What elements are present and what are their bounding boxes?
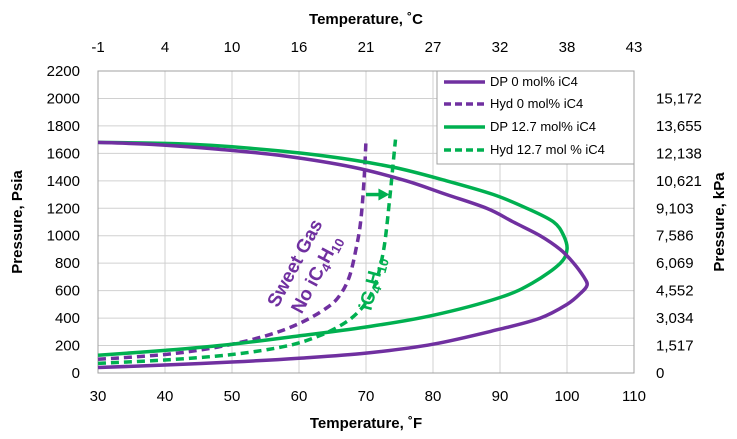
x-tick-label: 60 <box>291 388 308 405</box>
arrow-head <box>378 188 390 201</box>
y-tick-label: 2000 <box>47 90 80 107</box>
series-layer <box>97 139 589 370</box>
ic4h10-label: iC4H10 <box>356 255 392 314</box>
ic4h10-annotation: iC4H10 <box>356 255 392 314</box>
series-line-2 <box>97 140 569 357</box>
x-tick-label: 70 <box>358 388 375 405</box>
series-line-3 <box>97 139 398 366</box>
legend-label-hyd-127: Hyd 12.7 mol % iC4 <box>490 142 605 157</box>
y-tick-label: 200 <box>55 338 80 355</box>
top-tick-label: 43 <box>626 39 643 56</box>
x-tick-label: 50 <box>224 388 241 405</box>
right-tick-label: 9,103 <box>656 200 694 217</box>
y-tick-label: 1600 <box>47 145 80 162</box>
y-tick-label: 1800 <box>47 118 80 135</box>
y-tick-label: 400 <box>55 310 80 327</box>
legend-label-hyd-0: Hyd 0 mol% iC4 <box>490 96 583 111</box>
top-tick-label: 38 <box>559 39 576 56</box>
series-line-0 <box>97 140 589 370</box>
left-tick-labels: 0 200 400 600 800 1000 1200 1400 1600 1800 2000 220… <box>47 63 80 382</box>
bottom-axis-title: Temperature, ˚F <box>310 415 422 432</box>
right-tick-label: 0 <box>656 365 664 382</box>
right-tick-label: 12,138 <box>656 145 702 162</box>
right-tick-label: 3,034 <box>656 310 694 327</box>
top-tick-label: 27 <box>425 39 442 56</box>
right-tick-label: 10,621 <box>656 173 702 190</box>
top-axis-title: Temperature, ˚C <box>309 11 423 28</box>
series-line-1 <box>97 139 368 362</box>
plot-area-border <box>97 70 635 374</box>
x-tick-label: 100 <box>554 388 579 405</box>
legend-label-dp-0: DP 0 mol% iC4 <box>490 74 578 89</box>
top-tick-label: 4 <box>161 39 169 56</box>
right-tick-label: 4,552 <box>656 283 694 300</box>
right-tick-labels: 0 1,517 3,034 4,552 6,069 7,586 9,103 10,621 12,… <box>656 90 702 382</box>
label-part: 10 <box>374 257 392 275</box>
top-tick-labels: -1 4 10 16 21 27 32 38 43 <box>91 39 642 56</box>
right-axis-title: Pressure, kPa <box>711 172 728 272</box>
left-axis-title: Pressure, Psia <box>9 170 26 274</box>
right-tick-label: 15,172 <box>656 90 702 107</box>
top-tick-label: 21 <box>358 39 375 56</box>
right-tick-label: 6,069 <box>656 255 694 272</box>
x-tick-label: 40 <box>157 388 174 405</box>
label-part: 4 <box>368 283 385 295</box>
right-tick-label: 13,655 <box>656 118 702 135</box>
y-tick-label: 2200 <box>47 63 80 80</box>
bottom-tick-labels: 30 40 50 60 70 80 90 100 110 <box>90 388 646 405</box>
top-tick-label: -1 <box>91 39 104 56</box>
top-tick-label: 10 <box>224 39 241 56</box>
legend: DP 0 mol% iC4 Hyd 0 mol% iC4 DP 12.7 mol… <box>436 70 635 165</box>
right-tick-label: 1,517 <box>656 338 694 355</box>
y-tick-label: 1200 <box>47 200 80 217</box>
y-tick-label: 1000 <box>47 228 80 245</box>
x-tick-label: 30 <box>90 388 107 405</box>
y-tick-label: 1400 <box>47 173 80 190</box>
label-part: H <box>362 269 386 288</box>
y-tick-label: 600 <box>55 283 80 300</box>
top-tick-label: 16 <box>291 39 308 56</box>
right-tick-label: 7,586 <box>656 228 694 245</box>
legend-label-dp-127: DP 12.7 mol% iC4 <box>490 119 596 134</box>
y-tick-label: 0 <box>72 365 80 382</box>
x-tick-label: 80 <box>425 388 442 405</box>
label-part: 10 <box>328 236 348 256</box>
y-tick-label: 800 <box>55 255 80 272</box>
top-tick-label: 32 <box>492 39 509 56</box>
x-tick-label: 90 <box>492 388 509 405</box>
x-tick-label: 110 <box>622 388 646 405</box>
